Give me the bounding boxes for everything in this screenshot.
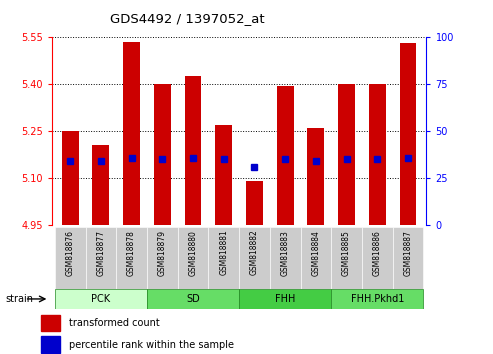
Text: FHH.Pkhd1: FHH.Pkhd1 — [351, 294, 404, 304]
Bar — [147, 289, 239, 309]
Text: GSM818879: GSM818879 — [158, 230, 167, 276]
Bar — [239, 289, 331, 309]
Bar — [86, 227, 116, 289]
Text: GSM818883: GSM818883 — [281, 230, 290, 275]
Text: GSM818878: GSM818878 — [127, 230, 136, 275]
Text: transformed count: transformed count — [69, 318, 159, 328]
Text: GSM818881: GSM818881 — [219, 230, 228, 275]
Text: PCK: PCK — [91, 294, 110, 304]
Bar — [116, 227, 147, 289]
Bar — [177, 227, 209, 289]
Text: GSM818882: GSM818882 — [250, 230, 259, 275]
Text: SD: SD — [186, 294, 200, 304]
Text: GSM818877: GSM818877 — [97, 230, 106, 276]
Bar — [308, 128, 324, 225]
Bar — [154, 84, 171, 225]
Text: GSM818876: GSM818876 — [66, 230, 75, 276]
Text: GSM818885: GSM818885 — [342, 230, 351, 275]
Bar — [270, 227, 301, 289]
Bar — [55, 227, 86, 289]
Bar — [399, 44, 417, 225]
Bar — [215, 125, 232, 225]
Bar — [209, 227, 239, 289]
Bar — [41, 336, 60, 353]
Bar — [246, 181, 263, 225]
Text: strain: strain — [5, 294, 33, 304]
Bar — [301, 227, 331, 289]
Text: percentile rank within the sample: percentile rank within the sample — [69, 339, 234, 349]
Bar — [239, 227, 270, 289]
Bar — [184, 76, 202, 225]
Text: FHH: FHH — [275, 294, 295, 304]
Bar — [392, 227, 423, 289]
Bar — [62, 131, 79, 225]
Bar — [123, 42, 140, 225]
Bar — [369, 84, 386, 225]
Bar — [338, 84, 355, 225]
Text: GDS4492 / 1397052_at: GDS4492 / 1397052_at — [110, 12, 265, 25]
Bar — [55, 289, 147, 309]
Text: GSM818886: GSM818886 — [373, 230, 382, 275]
Bar — [362, 227, 392, 289]
Bar — [331, 227, 362, 289]
Text: GSM818880: GSM818880 — [188, 230, 198, 275]
Bar — [41, 315, 60, 331]
Bar — [93, 145, 109, 225]
Bar — [331, 289, 423, 309]
Bar — [147, 227, 177, 289]
Text: GSM818887: GSM818887 — [403, 230, 413, 275]
Bar — [277, 86, 294, 225]
Text: GSM818884: GSM818884 — [312, 230, 320, 275]
